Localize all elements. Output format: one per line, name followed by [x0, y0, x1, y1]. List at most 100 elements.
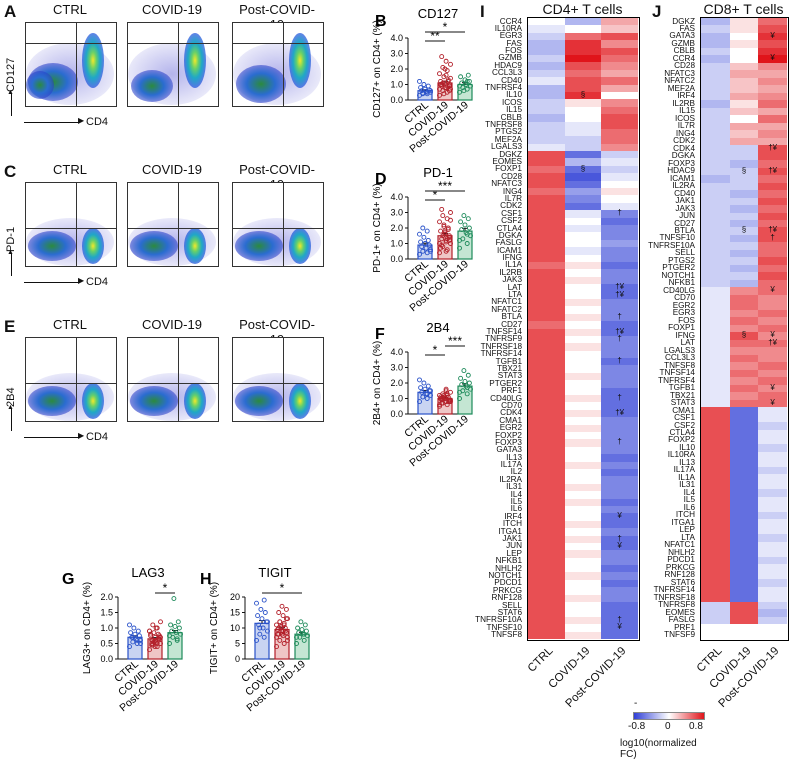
- heatmap-cell: [758, 77, 788, 86]
- heatmap-cell: [528, 40, 566, 49]
- heatmap-cell: [601, 624, 639, 633]
- gene-label: IRF4: [504, 511, 522, 521]
- heatmap-cell: [758, 100, 788, 109]
- data-point: [444, 402, 450, 408]
- heatmap-cell: [701, 160, 731, 169]
- gene-label: TNFRSF14: [480, 349, 522, 359]
- gene-label: MEF2A: [494, 134, 522, 144]
- panel-letter: C: [4, 162, 17, 181]
- flow-column-title: CTRL: [53, 2, 87, 17]
- gene-label: IL7R: [677, 121, 695, 131]
- quadrant-gate-vertical: [283, 183, 284, 266]
- heatmap-cell: [701, 40, 731, 49]
- heatmap-cell: [601, 69, 639, 78]
- data-point: [158, 619, 163, 625]
- heatmap-cell: [528, 195, 566, 204]
- heatmap-cell: [701, 481, 731, 490]
- heatmap-cell: [758, 309, 788, 318]
- data-point: [158, 641, 163, 646]
- heatmap-cell: [601, 261, 639, 270]
- heatmap-cell: [701, 556, 731, 565]
- quadrant-gate-horizontal: [128, 383, 218, 384]
- heatmap-cell: [758, 62, 788, 71]
- significance-mark: §: [741, 165, 747, 175]
- gene-label: JAK1: [675, 196, 695, 206]
- data-point: [446, 397, 452, 403]
- heatmap-cell: [564, 284, 602, 293]
- gene-label: CD40LG: [663, 285, 695, 295]
- data-point: [156, 636, 162, 642]
- flow-population-cd4pos: [82, 383, 104, 419]
- chart-title: PD-1: [423, 165, 453, 180]
- data-point: [155, 631, 161, 637]
- heatmap-cell: [729, 272, 759, 281]
- heatmap-cell: [758, 556, 788, 565]
- heatmap-cell: [758, 182, 788, 191]
- heatmap-cell: [601, 298, 639, 307]
- data-point: [176, 625, 182, 631]
- data-point: [444, 391, 450, 397]
- gene-label: NFATC1: [491, 297, 522, 307]
- heatmap-cell: [601, 439, 639, 448]
- significance-mark: †: [617, 333, 622, 343]
- heatmap-cell: [758, 279, 788, 288]
- heatmap-cell: [701, 392, 731, 401]
- heatmap-cell: [729, 459, 759, 468]
- gene-label: BTLA: [674, 225, 695, 235]
- data-point: [448, 397, 453, 403]
- heatmap-cell: [601, 62, 639, 71]
- data-point: [458, 375, 464, 381]
- data-point: [444, 83, 450, 89]
- heatmap-cell: [564, 483, 602, 492]
- heatmap-cell: [601, 180, 639, 189]
- heatmap-cell: [564, 276, 602, 285]
- data-point: [444, 247, 450, 253]
- data-point: [419, 389, 425, 395]
- heatmap-cell: [528, 239, 566, 248]
- data-point: [428, 89, 433, 95]
- heatmap-cell: [528, 417, 566, 426]
- gene-label: DGKA: [498, 230, 522, 240]
- heatmap-cell: [729, 579, 759, 588]
- heatmap-cell: [601, 380, 639, 389]
- heatmap-cell: [528, 609, 566, 618]
- heatmap-cell: [758, 564, 788, 573]
- heatmap-cell: [601, 505, 639, 514]
- y-axis-label: TIGIT+ on CD4+ (%): [209, 582, 220, 674]
- gene-label: CTLA4: [669, 428, 695, 437]
- heatmap-cell: [729, 32, 759, 41]
- heatmap-cell: [601, 602, 639, 610]
- significance-label: ***: [438, 179, 452, 193]
- heatmap-cell: [701, 18, 731, 26]
- data-point: [305, 633, 310, 639]
- heatmap-cell: [528, 587, 566, 596]
- y-arrow-head: ▲: [7, 89, 14, 96]
- gene-label: IL2: [510, 467, 522, 477]
- heatmap-cell: [601, 335, 639, 344]
- heatmap-cell: [564, 202, 602, 211]
- data-point: [276, 610, 282, 615]
- heatmap-cell: [758, 466, 788, 475]
- heatmap-cell: [758, 369, 788, 378]
- heatmap-cell: [701, 85, 731, 94]
- data-point: [428, 392, 433, 398]
- heatmap-cell: [729, 362, 759, 371]
- heatmap-cell: [528, 372, 566, 381]
- heatmap-cell: [758, 115, 788, 124]
- data-point: [254, 637, 259, 643]
- data-point: [175, 619, 181, 625]
- gene-label: NFATC3: [491, 179, 522, 189]
- heatmap-cell: [758, 474, 788, 483]
- gene-label: IL5: [683, 495, 695, 505]
- heatmap-cell: [701, 257, 731, 266]
- heatmap-cell: [528, 528, 566, 536]
- heatmap-cell: [701, 519, 731, 528]
- bar: [437, 235, 453, 260]
- heatmap-cell: [729, 249, 759, 258]
- data-point: [156, 633, 162, 639]
- heatmap-cell: [564, 128, 602, 137]
- heatmap-cell: [528, 84, 566, 93]
- heatmap-cell: [601, 631, 639, 640]
- data-point: [132, 631, 138, 637]
- gene-label: TNFRSF14: [653, 585, 695, 595]
